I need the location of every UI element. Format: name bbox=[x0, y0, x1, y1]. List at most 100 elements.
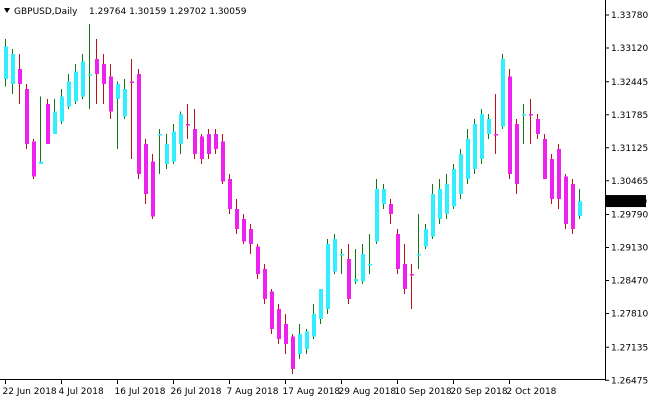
price-bar bbox=[536, 114, 540, 139]
price-bar bbox=[256, 244, 260, 279]
y-tick-label: 1.31785 bbox=[611, 111, 648, 121]
bar-body bbox=[445, 184, 449, 214]
bar-body bbox=[123, 89, 127, 117]
price-bar bbox=[571, 179, 575, 234]
bar-body bbox=[284, 324, 288, 344]
price-bar bbox=[438, 179, 442, 224]
x-tick-label: 22 Jun 2018 bbox=[3, 387, 57, 397]
y-tick-label: 1.32445 bbox=[611, 78, 648, 88]
bar-body bbox=[557, 149, 561, 199]
price-bar bbox=[193, 109, 197, 159]
bar-body bbox=[368, 264, 372, 266]
price-bar bbox=[123, 79, 127, 119]
price-bar bbox=[480, 109, 484, 164]
price-bar bbox=[263, 264, 267, 304]
bar-body bbox=[200, 136, 204, 159]
x-tick-label: 7 Aug 2018 bbox=[227, 387, 279, 397]
price-bar bbox=[4, 39, 8, 87]
bar-body bbox=[431, 194, 435, 237]
bar-body bbox=[319, 289, 323, 319]
price-bar bbox=[39, 96, 43, 164]
bar-body bbox=[214, 134, 218, 149]
price-bar bbox=[116, 81, 120, 149]
y-tick-label: 1.28470 bbox=[611, 277, 648, 287]
bar-body bbox=[347, 259, 351, 299]
price-bar bbox=[102, 54, 106, 104]
bar-body bbox=[263, 269, 267, 299]
y-tick-label: 1.30465 bbox=[611, 177, 648, 187]
price-bar bbox=[473, 119, 477, 174]
x-tick-label: 16 Jul 2018 bbox=[115, 387, 166, 397]
bar-body bbox=[81, 61, 85, 97]
price-bar bbox=[515, 119, 519, 194]
price-bar bbox=[25, 84, 29, 149]
bar-body bbox=[25, 89, 29, 144]
bar-body bbox=[60, 96, 64, 122]
bar-body bbox=[144, 144, 148, 194]
bar-body bbox=[312, 314, 316, 337]
current-price-marker: 1.30059 bbox=[606, 195, 647, 208]
price-bar bbox=[508, 69, 512, 179]
bar-body bbox=[571, 184, 575, 229]
bar-body bbox=[410, 274, 414, 276]
price-bar bbox=[298, 324, 302, 359]
price-bar bbox=[382, 184, 386, 209]
price-bar bbox=[249, 224, 253, 254]
bar-body bbox=[375, 189, 379, 242]
bar-body bbox=[88, 74, 92, 76]
bar-body bbox=[151, 161, 155, 217]
bar-body bbox=[165, 144, 169, 164]
header-triangle-icon[interactable] bbox=[4, 8, 10, 13]
bar-body bbox=[46, 104, 50, 144]
price-bar bbox=[361, 244, 365, 284]
bar-body bbox=[536, 119, 540, 134]
y-tick-label: 1.27810 bbox=[611, 310, 648, 320]
price-bar bbox=[186, 104, 190, 139]
price-bar bbox=[312, 304, 316, 339]
current-price-label: 1.30059 bbox=[610, 198, 647, 208]
x-tick-label: 10 Sep 2018 bbox=[395, 387, 452, 397]
bar-body bbox=[473, 124, 477, 169]
price-bar bbox=[431, 184, 435, 239]
price-bar bbox=[410, 264, 414, 309]
bar-body bbox=[522, 114, 526, 116]
price-bar bbox=[67, 74, 71, 109]
symbol-label: GBPUSD,Daily bbox=[14, 7, 78, 17]
bar-body bbox=[4, 46, 8, 79]
bar-body bbox=[424, 229, 428, 247]
bar-body bbox=[333, 239, 337, 272]
x-tick-label: 17 Aug 2018 bbox=[283, 387, 341, 397]
price-bar bbox=[284, 314, 288, 354]
price-bar bbox=[347, 244, 351, 304]
plot-frame bbox=[0, 0, 606, 380]
price-bar bbox=[130, 59, 134, 159]
bar-body bbox=[186, 124, 190, 126]
price-bar bbox=[144, 139, 148, 204]
y-tick-label: 1.29130 bbox=[611, 244, 648, 254]
price-bar bbox=[74, 64, 78, 104]
y-tick-label: 1.26475 bbox=[611, 376, 648, 386]
bar-body bbox=[438, 189, 442, 219]
bar-body bbox=[18, 69, 22, 84]
bar-body bbox=[249, 229, 253, 244]
x-tick-label: 20 Sep 2018 bbox=[451, 387, 508, 397]
bar-body bbox=[228, 179, 232, 209]
price-bar bbox=[95, 39, 99, 104]
ohlc-values: 1.29764 1.30159 1.29702 1.30059 bbox=[89, 7, 247, 17]
bar-body bbox=[207, 134, 211, 154]
price-bar bbox=[18, 54, 22, 104]
bars-layer bbox=[4, 24, 582, 374]
current-price-box bbox=[606, 195, 646, 208]
bar-body bbox=[137, 74, 141, 174]
bar-body bbox=[354, 279, 358, 282]
bar-body bbox=[494, 134, 498, 136]
x-tick-label: 29 Aug 2018 bbox=[339, 387, 397, 397]
price-bar bbox=[11, 49, 15, 94]
x-tick-label: 2 Oct 2018 bbox=[507, 387, 557, 397]
bar-body bbox=[340, 254, 344, 256]
y-tick-label: 1.33120 bbox=[611, 44, 648, 54]
bar-body bbox=[543, 139, 547, 179]
price-bar bbox=[522, 104, 526, 144]
bar-body bbox=[480, 114, 484, 159]
